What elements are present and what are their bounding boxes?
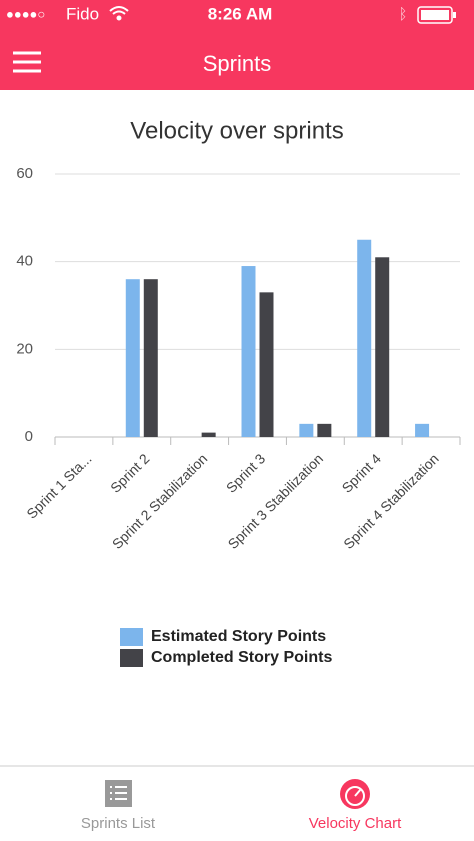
y-tick-label: 0 <box>25 428 33 445</box>
tab-label[interactable]: Velocity Chart <box>309 815 402 832</box>
velocity-chart-icon[interactable] <box>340 779 370 809</box>
chart-title: Velocity over sprints <box>130 117 343 144</box>
wifi-icon <box>109 6 129 21</box>
menu-button[interactable] <box>13 51 41 73</box>
battery-icon <box>417 6 456 24</box>
bar <box>241 266 256 437</box>
bar <box>143 279 158 437</box>
carrier: Fido <box>66 4 99 23</box>
y-tick-label: 20 <box>16 340 33 357</box>
y-tick-label: 60 <box>16 165 33 182</box>
legend-swatch <box>120 649 143 667</box>
y-tick-label: 40 <box>16 253 33 270</box>
sprints-list-icon[interactable] <box>105 780 132 807</box>
x-tick-label: Sprint 3 <box>223 450 269 496</box>
nav-title: Sprints <box>203 51 271 76</box>
x-tick-label: Sprint 1 Sta... <box>23 450 94 521</box>
bar <box>357 239 372 437</box>
bar <box>201 432 216 437</box>
x-tick-label: Sprint 4 Stabilization <box>340 450 442 552</box>
legend-swatch <box>120 628 143 646</box>
bluetooth-icon: ᛒ <box>398 6 407 23</box>
bar <box>317 423 332 437</box>
tab-label[interactable]: Sprints List <box>81 815 156 832</box>
x-tick-label: Sprint 3 Stabilization <box>225 450 327 552</box>
bar <box>259 292 274 437</box>
clock: 8:26 AM <box>208 4 273 23</box>
header-bg <box>0 0 474 90</box>
bar <box>375 257 390 437</box>
bar <box>415 423 430 437</box>
x-tick-label: Sprint 2 Stabilization <box>109 450 211 552</box>
legend-label: Estimated Story Points <box>151 628 326 645</box>
x-tick-label: Sprint 4 <box>339 450 385 496</box>
x-tick-label: Sprint 2 <box>107 450 153 496</box>
legend-label: Completed Story Points <box>151 649 332 666</box>
bar <box>125 279 140 437</box>
signal: ●●●●○ <box>6 6 45 21</box>
bar <box>299 423 314 437</box>
